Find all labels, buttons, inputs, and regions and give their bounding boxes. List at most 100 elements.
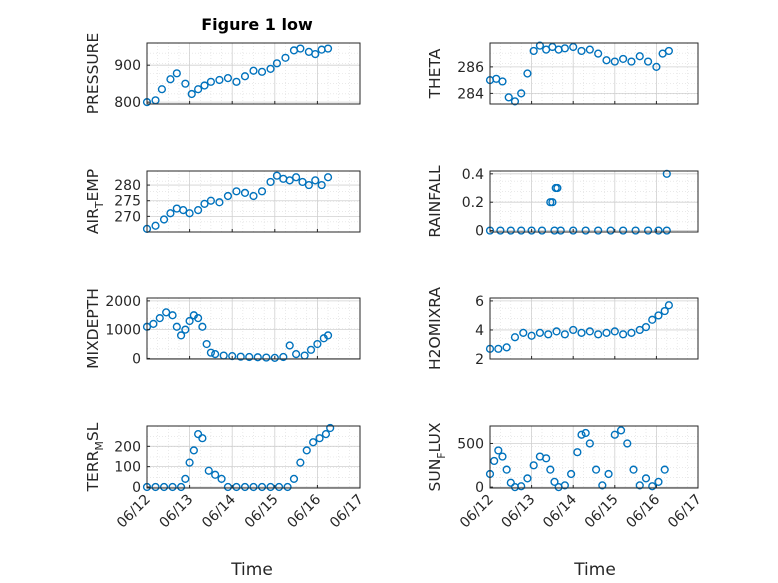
data-point [311, 49, 320, 59]
y-tick-label: 0.2 [462, 195, 484, 211]
data-point [654, 477, 663, 486]
data-point [498, 77, 507, 86]
y-tick-label: 2000 [105, 294, 141, 310]
data-point [151, 221, 160, 230]
subplot-1: 800 900 PRESSURE [84, 33, 361, 115]
data-point [635, 481, 644, 490]
subplot-7: 0 100 200 06/12 06/13 06/14 06/15 06/16 06/17 TER… [84, 422, 367, 531]
data-point [257, 482, 267, 492]
subplot-6: 2 4 6 H2OMIXRA [426, 287, 699, 370]
data-point [510, 333, 520, 342]
y-axis-label-part: PRESSURE [84, 33, 102, 115]
data-point [496, 226, 505, 235]
data-point [502, 343, 511, 352]
data-point [585, 45, 594, 54]
data-point [585, 439, 594, 448]
data-point [200, 199, 209, 208]
data-point [654, 226, 663, 235]
data-point [204, 466, 213, 475]
x-tick-label: 06/15 [242, 492, 282, 532]
data-point [591, 465, 601, 474]
figure-title: Figure 1 low [201, 15, 313, 34]
data-point [292, 350, 301, 359]
data-point [598, 481, 607, 490]
y-axis-label-part: SUN [426, 459, 444, 492]
data-point [215, 198, 224, 207]
data-point [266, 64, 275, 73]
data-point [306, 345, 316, 354]
data-point [523, 474, 532, 483]
data-point [187, 89, 196, 99]
data-point [542, 454, 551, 463]
axes-frame [489, 170, 699, 233]
data-point [610, 57, 619, 66]
y-axis-label: THETA [426, 48, 444, 99]
data-point [602, 56, 611, 65]
axes-frame [146, 425, 361, 489]
data-point [200, 81, 209, 90]
data-point [215, 75, 224, 85]
data-point [537, 226, 547, 235]
data-point [627, 57, 636, 66]
y-axis-label: TERRMSL [84, 422, 106, 492]
y-axis-label-part: THETA [426, 48, 444, 99]
data-point [166, 209, 175, 218]
axes-frame [489, 297, 699, 360]
y-axis-label-part: SL [84, 422, 102, 441]
data-point [660, 465, 669, 474]
data-point [302, 446, 311, 455]
data-point [577, 430, 586, 439]
data-point [619, 330, 628, 339]
data-point [172, 69, 181, 78]
data-point [627, 328, 636, 337]
data-point [569, 42, 578, 52]
data-point [179, 206, 188, 215]
data-point [159, 482, 169, 492]
data-point [172, 322, 181, 331]
y-axis-label: PRESSURE [84, 33, 102, 115]
data-point [490, 456, 499, 466]
y-tick-label: 100 [114, 460, 141, 476]
data-point [223, 191, 233, 201]
data-point [289, 474, 299, 483]
y-tick-label: 4 [475, 323, 484, 339]
data-point [494, 446, 503, 455]
data-point [619, 226, 628, 235]
data-point [194, 85, 203, 94]
data-point [206, 196, 216, 205]
y-axis-label-part: MIXDEPTH [84, 288, 102, 369]
y-tick-label: 0 [475, 480, 484, 496]
data-point [560, 481, 569, 490]
x-tick-label: 06/16 [284, 491, 324, 531]
subplot-8: 0 500 06/12 06/13 06/14 06/15 06/16 06/17 SUNFLU… [426, 422, 705, 531]
x-tick-label: 06/14 [540, 491, 580, 531]
y-tick-label: 500 [457, 436, 484, 452]
data-point [253, 353, 262, 362]
data-point [504, 93, 513, 102]
data-point [232, 482, 241, 492]
data-point [517, 226, 526, 235]
data-point [211, 470, 220, 479]
x-tick-label: 06/16 [623, 491, 663, 531]
data-point [652, 62, 661, 71]
y-axis-label-part: LUX [426, 422, 444, 452]
y-tick-label: 280 [114, 178, 141, 194]
data-point [232, 187, 241, 196]
data-point [573, 448, 582, 457]
data-point [194, 206, 203, 215]
data-point [517, 89, 526, 98]
data-point [194, 314, 203, 323]
x-tick-label: 06/12 [457, 492, 497, 532]
data-point [155, 314, 164, 323]
data-point [535, 328, 545, 337]
y-axis-label-part: M [93, 441, 106, 451]
data-point [321, 430, 331, 439]
data-point [181, 79, 190, 88]
data-point [176, 331, 186, 340]
data-point [648, 315, 657, 324]
data-point [616, 426, 626, 435]
data-point [181, 325, 190, 334]
data-point [594, 49, 603, 58]
